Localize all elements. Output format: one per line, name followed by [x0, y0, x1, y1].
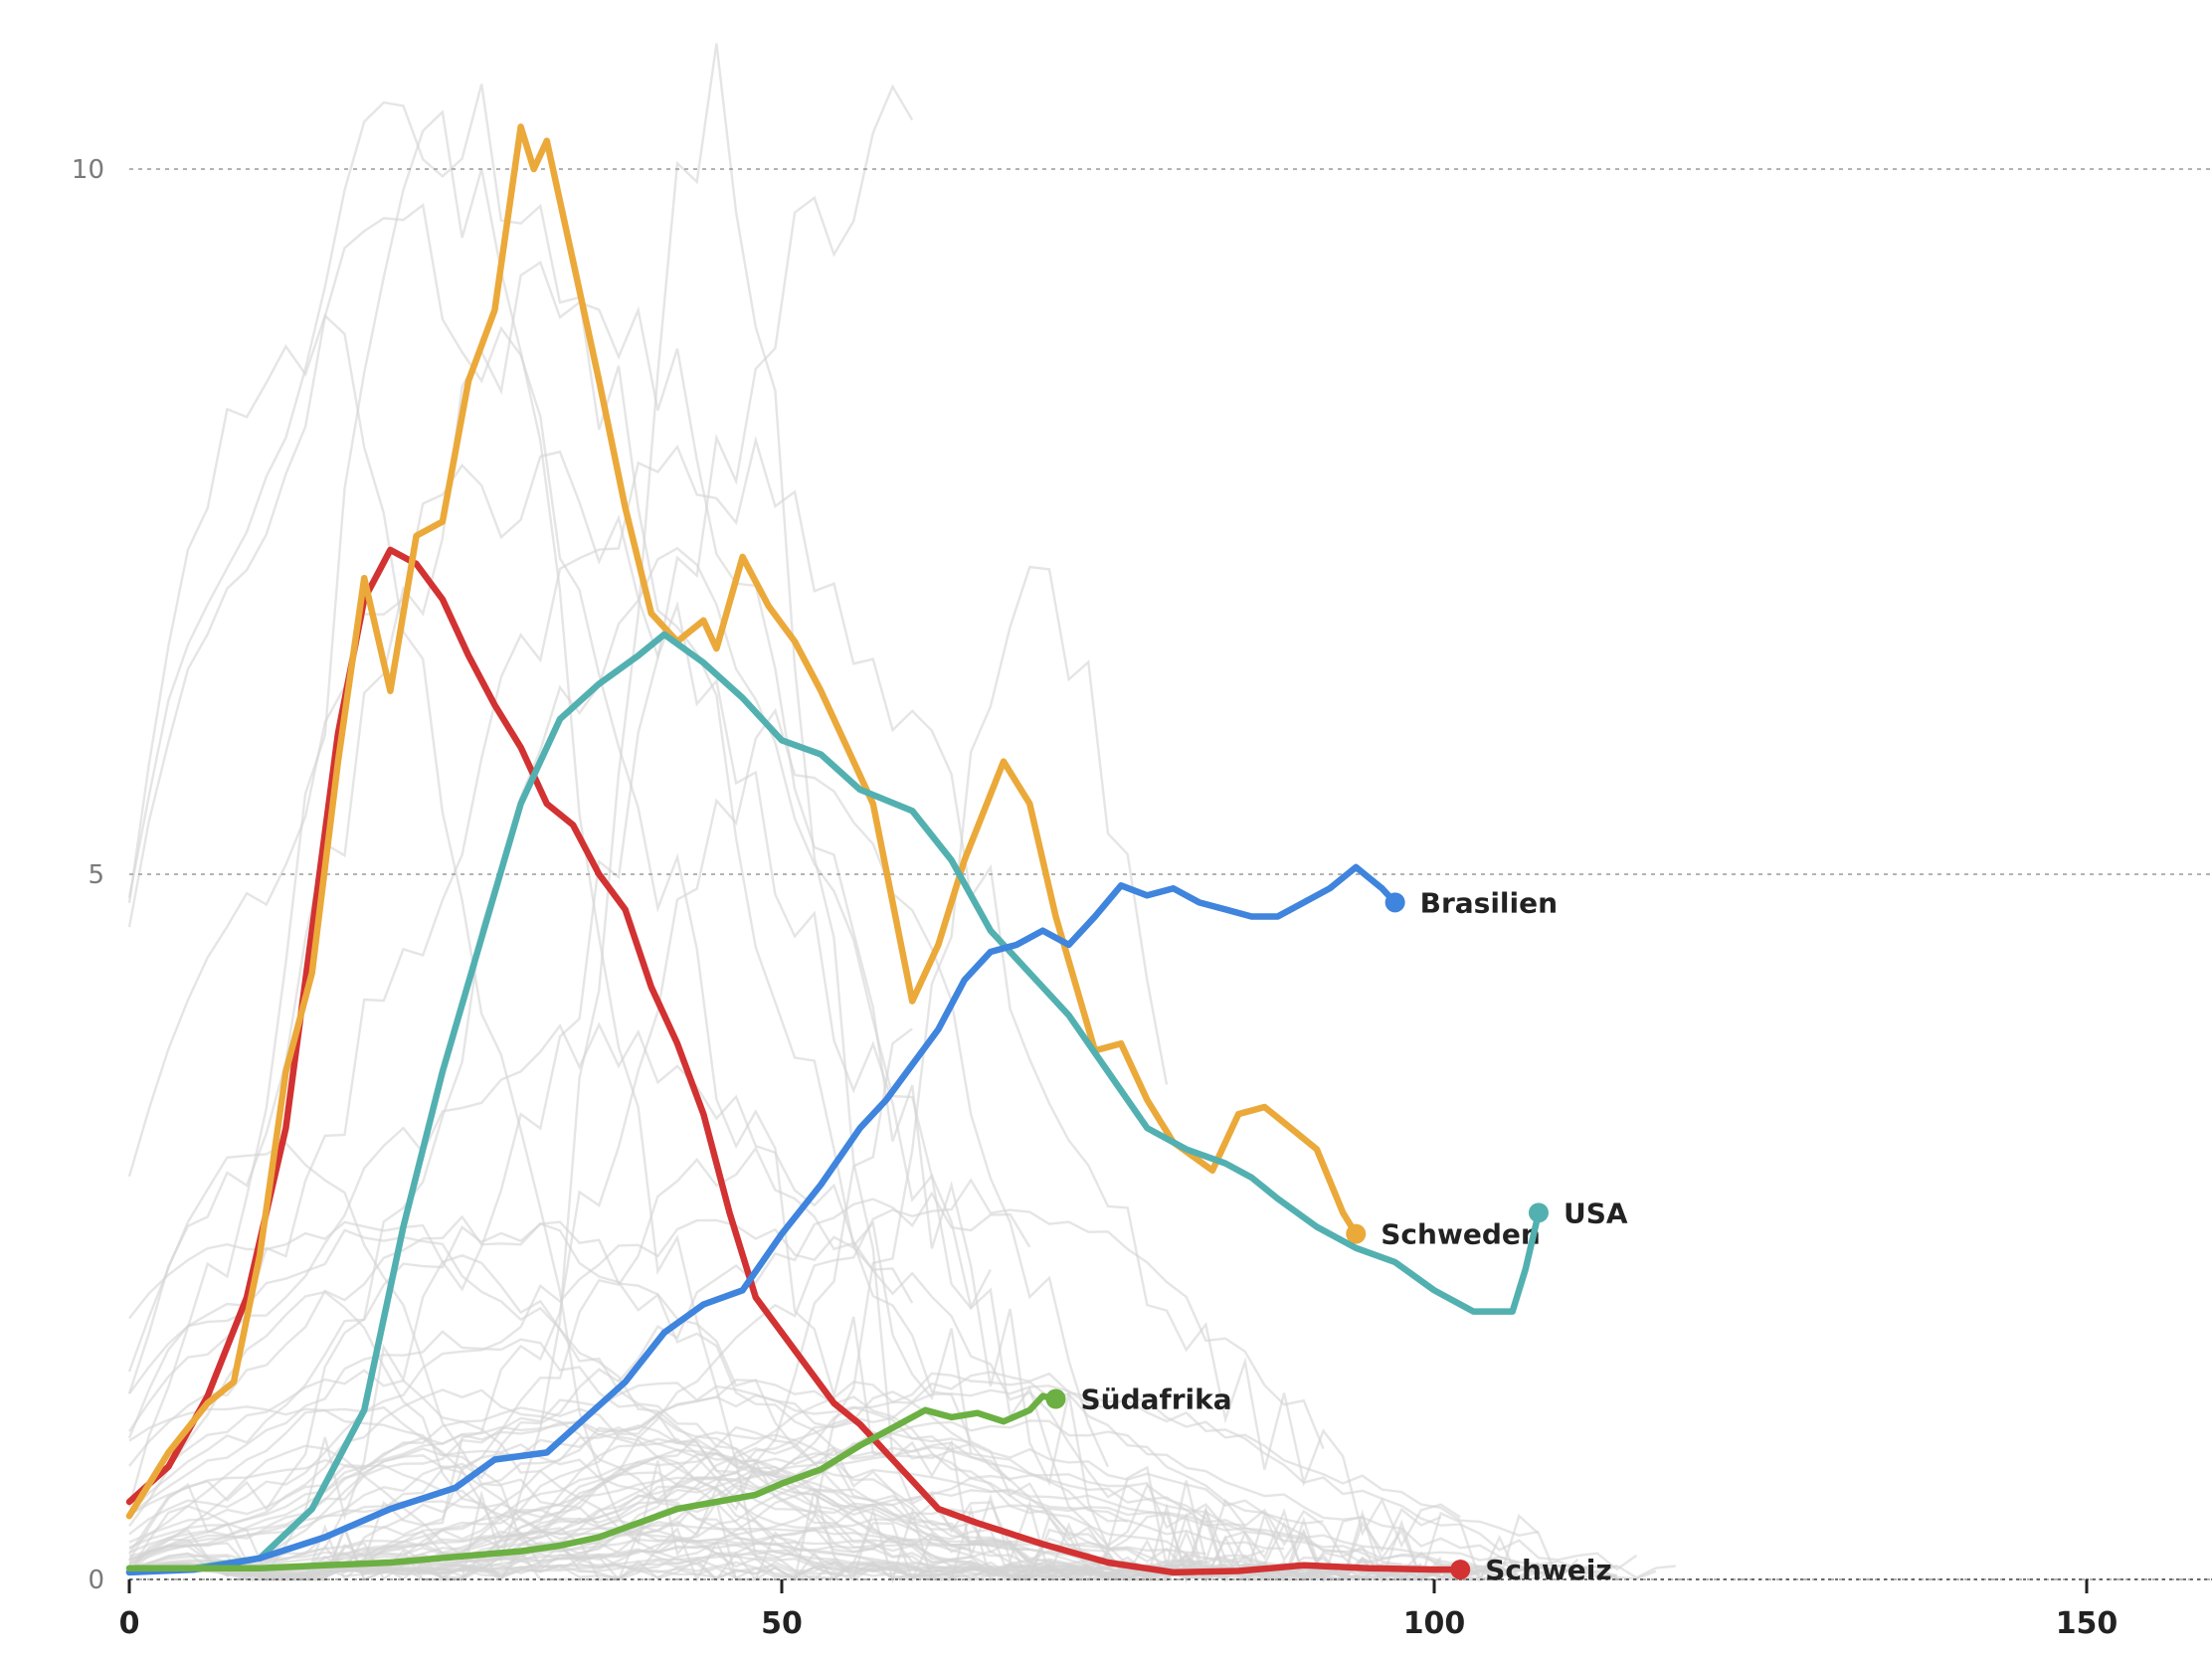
background-series-line — [128, 1524, 1030, 1568]
background-series-line — [128, 1488, 1187, 1577]
x-tick-label: 150 — [2056, 1606, 2119, 1641]
series-line-schweden — [125, 123, 1360, 1520]
y-tick-label: 0 — [88, 1566, 104, 1595]
background-series-line — [128, 1330, 1070, 1579]
series-line-usa — [125, 631, 1543, 1576]
background-series-line — [128, 1021, 1305, 1573]
series-label-usa: USA — [1564, 1197, 1628, 1229]
series-line-schweiz — [125, 546, 1464, 1576]
background-series-line — [127, 546, 1422, 1581]
background-series-line — [127, 203, 1521, 1583]
series-end-marker-brasilien — [1384, 892, 1405, 913]
x-axis: 0 50 100 150 — [119, 1578, 2212, 1641]
background-series-line — [128, 1467, 1285, 1569]
gridlines — [129, 168, 2212, 1580]
background-series-line — [128, 1419, 1617, 1580]
background-series-line — [128, 1446, 1617, 1577]
series-line-brasilien — [125, 863, 1398, 1576]
series-label-schweden: Schweden — [1381, 1218, 1541, 1251]
background-series-line — [128, 1384, 1540, 1577]
y-tick-label: 5 — [88, 860, 104, 890]
y-axis: 0 5 10 — [72, 155, 104, 1595]
series-end-marker-usa — [1528, 1202, 1549, 1223]
x-tick-label: 0 — [119, 1606, 140, 1641]
background-series-line — [128, 1430, 1344, 1579]
background-series-line — [127, 450, 992, 1311]
background-series-line — [127, 436, 1461, 1549]
background-series-group — [127, 43, 1676, 1584]
series-label-brasilien: Brasilien — [1420, 886, 1558, 919]
series-end-marker-schweiz — [1450, 1560, 1471, 1580]
background-series-line — [127, 84, 973, 1454]
x-tick-label: 50 — [761, 1606, 803, 1641]
background-series-line — [128, 1504, 1617, 1575]
background-series-line — [127, 260, 1442, 1581]
series-line-s-dafrika — [125, 1392, 1059, 1571]
series-end-marker-schweden — [1346, 1223, 1367, 1244]
highlighted-series-group: Schweiz Schweden USA Brasilien Südafrika — [125, 123, 1628, 1586]
background-series-line — [128, 1500, 1285, 1577]
background-series-line — [128, 1371, 1638, 1578]
x-tick-label: 100 — [1403, 1606, 1466, 1641]
y-tick-label: 10 — [72, 155, 104, 185]
series-label-s-dafrika: Südafrika — [1081, 1382, 1232, 1415]
series-end-marker-s-dafrika — [1045, 1388, 1066, 1409]
series-label-schweiz: Schweiz — [1485, 1554, 1611, 1586]
